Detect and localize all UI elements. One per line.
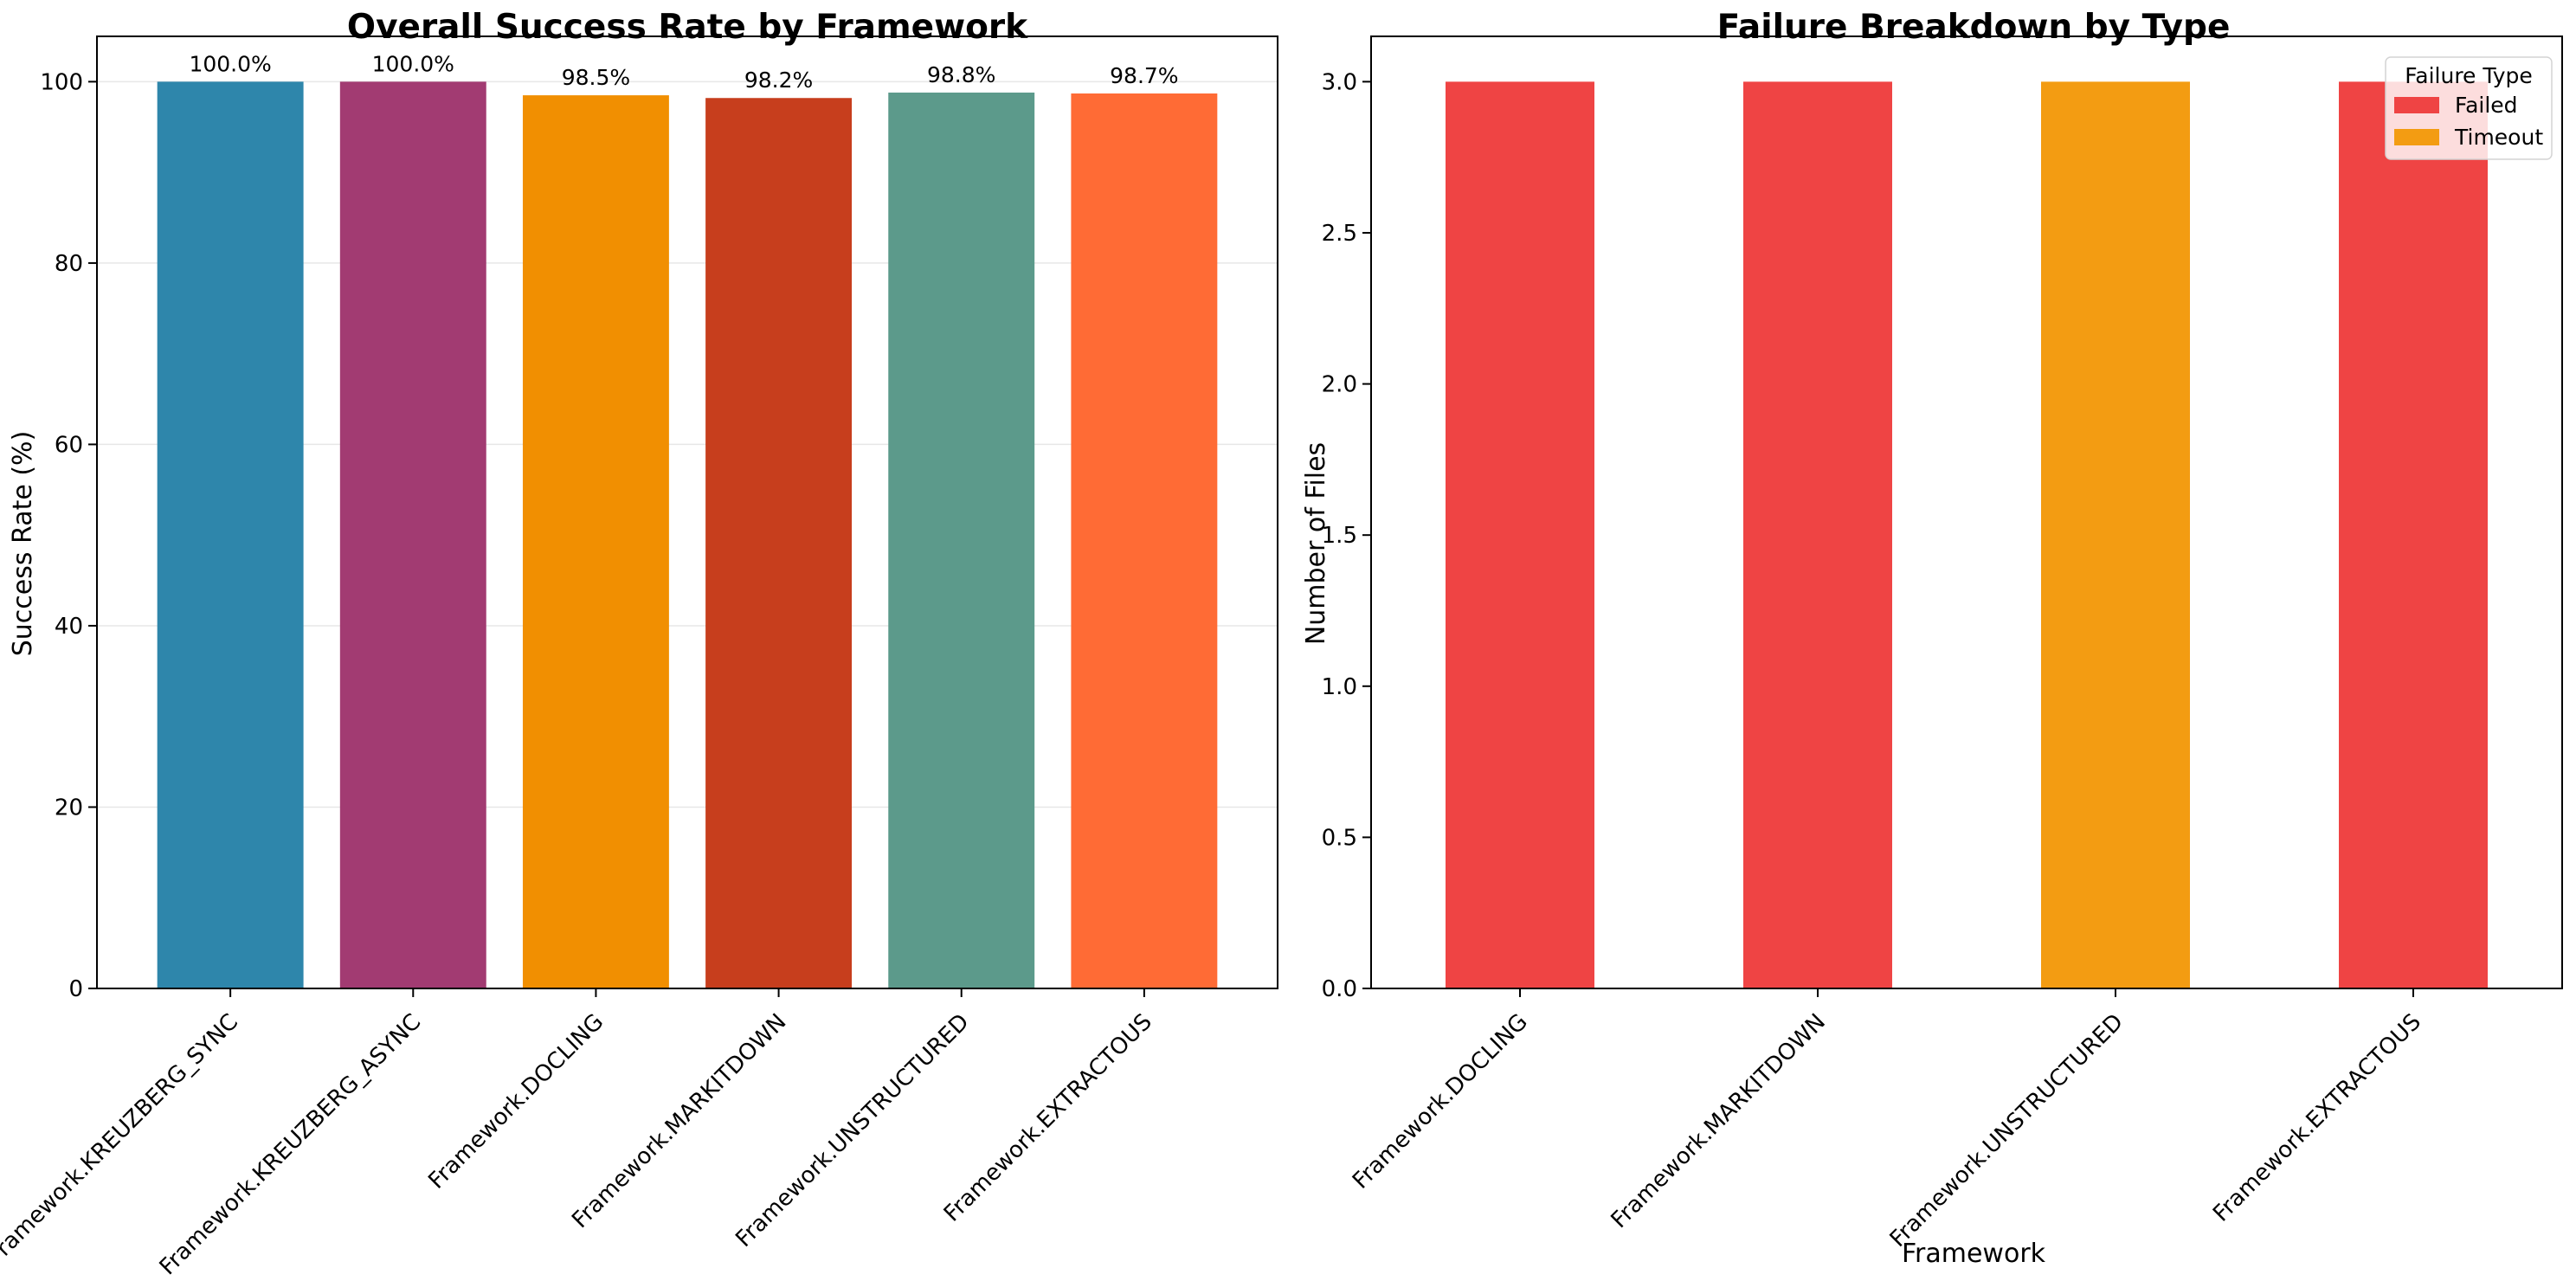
y-axis-ticks: 0 20 40 60 80 100: [40, 69, 97, 1002]
data-label: 98.7%: [1110, 63, 1178, 88]
x-tick-label: Framework.MARKITDOWN: [567, 1009, 791, 1233]
y-tick-label: 100: [40, 69, 83, 95]
plot-frame: [96, 35, 1278, 989]
y-axis-label: Number of Files: [1301, 442, 1331, 645]
y-tick-label: 2.5: [1322, 221, 1357, 247]
y-tick-label: 0: [68, 976, 83, 1002]
legend-label-failed: Failed: [2455, 93, 2518, 118]
y-tick-label: 3.0: [1322, 69, 1357, 95]
data-label: 100.0%: [189, 51, 271, 76]
y-tick-label: 20: [55, 795, 83, 821]
legend-title: Failure Type: [2405, 63, 2533, 88]
bar-segment-failed: [1743, 81, 1892, 988]
bar: [157, 81, 304, 988]
legend-label-timeout: Timeout: [2454, 125, 2543, 150]
x-axis-label: Framework: [1902, 1239, 2046, 1269]
legend: Failure Type Failed Timeout: [2385, 56, 2553, 160]
bar: [705, 98, 853, 989]
data-label: 98.8%: [927, 62, 995, 87]
success-rate-chart: Overall Success Rate by Framework Succes…: [0, 8, 1278, 1280]
bar: [888, 92, 1035, 988]
x-axis-ticks: Framework.DOCLING Framework.MARKITDOWN Fra…: [1348, 988, 2426, 1252]
x-tick-label: Framework.EXTRACTOUS: [939, 1009, 1157, 1227]
y-tick-label: 2.0: [1322, 372, 1357, 398]
chart-title: Failure Breakdown by Type: [1717, 8, 2231, 47]
failure-breakdown-chart: Failure Breakdown by Type Number of File…: [1301, 8, 2563, 1269]
x-tick-label: Framework.UNSTRUCTURED: [1885, 1009, 2128, 1252]
y-tick-label: 1.5: [1322, 523, 1357, 549]
bar-segment-failed: [1446, 81, 1594, 988]
y-axis-label: Success Rate (%): [8, 431, 38, 657]
x-tick-label: Framework.DOCLING: [423, 1009, 609, 1194]
data-labels: 100.0% 100.0% 98.5% 98.2% 98.8% 98.7%: [189, 51, 1178, 93]
bar: [1071, 93, 1218, 988]
y-tick-label: 40: [55, 614, 83, 640]
legend-swatch-timeout: [2394, 129, 2439, 145]
bars: [157, 81, 1218, 989]
bar-segment-timeout: [2041, 81, 2190, 988]
y-tick-label: 0.0: [1322, 976, 1357, 1002]
y-tick-label: 60: [55, 432, 83, 458]
plot-frame: [1370, 35, 2563, 989]
x-axis-ticks: Framework.KREUZBERG_SYNCFramework.KREUZB…: [0, 988, 1157, 1280]
bars: [1446, 81, 2488, 988]
x-tick-label: Framework.EXTRACTOUS: [2208, 1009, 2426, 1227]
bar-segment-failed: [2339, 81, 2488, 988]
bar: [339, 81, 486, 988]
data-label: 98.2%: [744, 68, 813, 93]
data-label: 98.5%: [562, 65, 630, 90]
x-tick-label: Framework.DOCLING: [1348, 1009, 1533, 1194]
bar: [522, 95, 669, 989]
y-tick-label: 80: [55, 251, 83, 277]
chart-title: Overall Success Rate by Framework: [347, 8, 1028, 47]
data-label: 100.0%: [372, 51, 454, 76]
y-tick-label: 1.0: [1322, 674, 1357, 700]
y-tick-label: 0.5: [1322, 825, 1357, 851]
legend-swatch-failed: [2394, 97, 2439, 113]
x-tick-label: Framework.MARKITDOWN: [1607, 1009, 1831, 1233]
y-axis-ticks: 0.0 0.5 1.0 1.5 2.0 2.5 3.0: [1322, 69, 1371, 1002]
